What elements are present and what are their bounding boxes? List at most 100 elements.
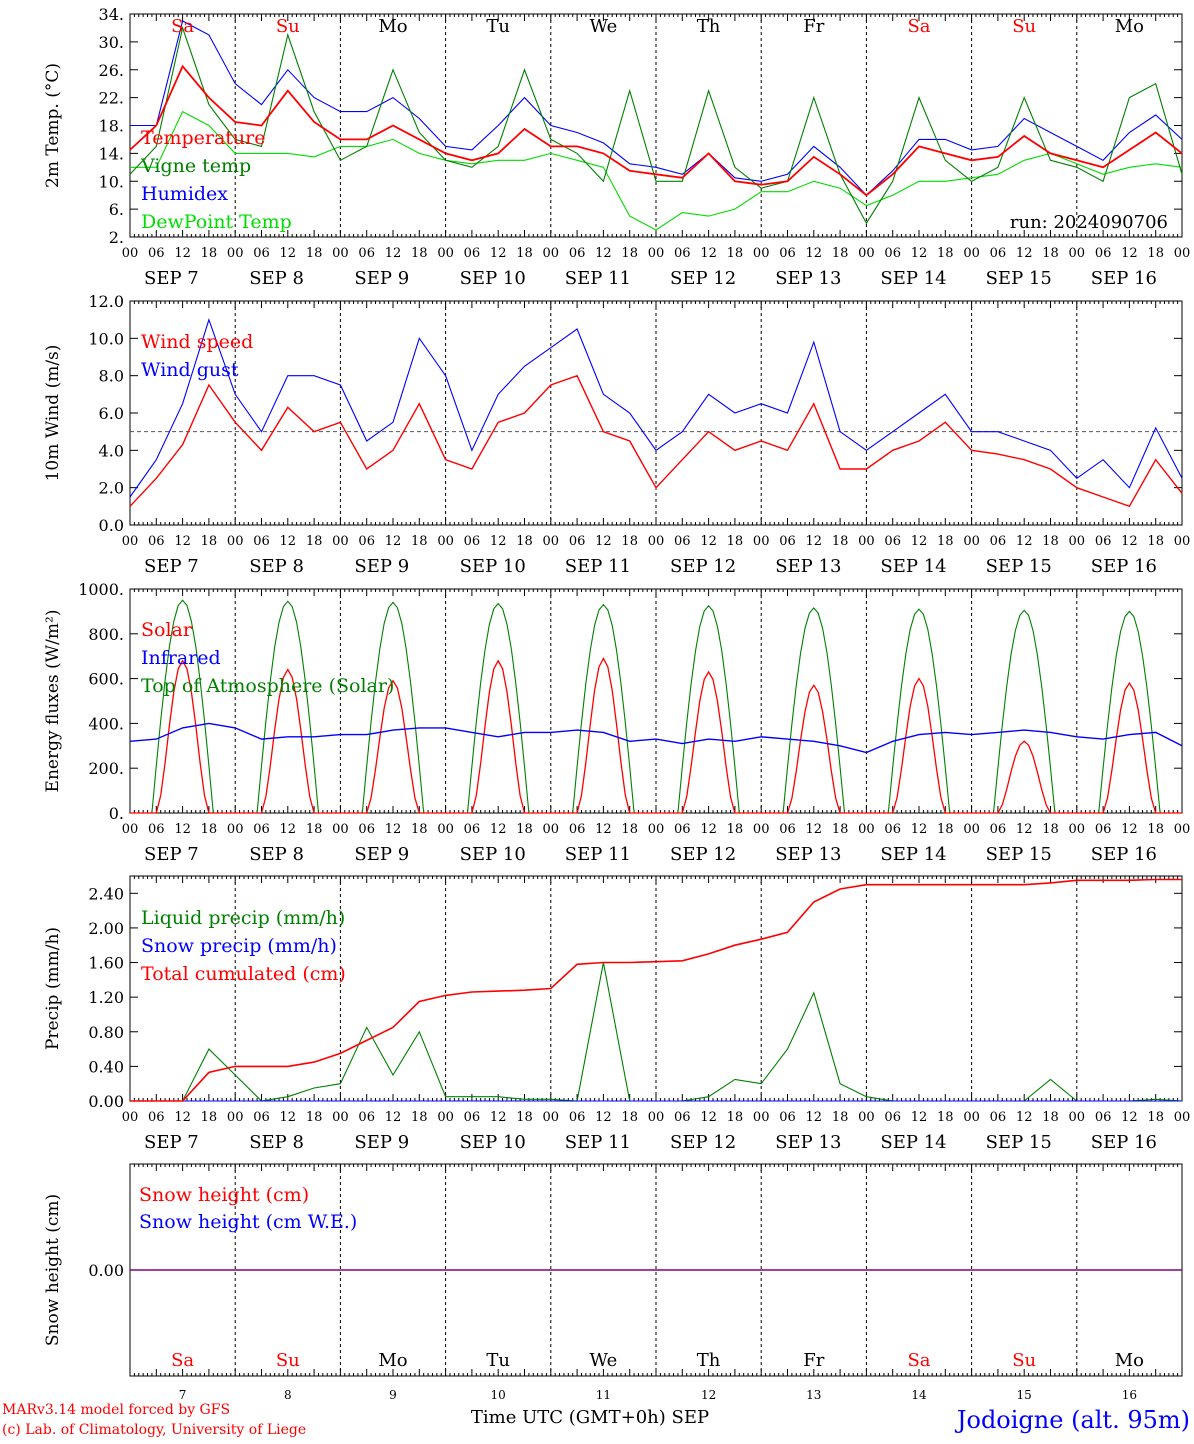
day-name: Su xyxy=(1012,1350,1036,1371)
date-label: SEP 11 xyxy=(565,268,631,289)
y-tick-label: 1.60 xyxy=(88,954,124,973)
hour-label: 12 xyxy=(700,822,717,837)
y-tick-label: 10. xyxy=(99,172,124,191)
hour-label: 00 xyxy=(1174,246,1191,261)
day-number: 12 xyxy=(701,1388,716,1402)
date-label: SEP 11 xyxy=(565,1132,631,1153)
hour-label: 12 xyxy=(806,1110,823,1125)
hour-label: 12 xyxy=(385,246,402,261)
hour-label: 18 xyxy=(306,1110,323,1125)
hour-label: 00 xyxy=(858,1110,875,1125)
y-tick-label: 30. xyxy=(99,33,124,52)
y-tick-label: 18. xyxy=(99,117,124,136)
hour-label: 18 xyxy=(621,822,638,837)
day-number: 10 xyxy=(491,1388,506,1402)
y-tick-label: 0.0 xyxy=(99,516,124,535)
y-tick-label: 10.0 xyxy=(88,329,124,348)
hour-label: 12 xyxy=(385,1110,402,1125)
hour-label: 00 xyxy=(963,534,980,549)
y-tick-label: 600. xyxy=(88,670,124,689)
date-label: SEP 13 xyxy=(775,556,841,577)
vigne-temp-line xyxy=(129,25,1183,225)
date-label: SEP 7 xyxy=(144,844,199,865)
y-axis-label: 10m Wind (m/s) xyxy=(43,345,63,482)
hour-label: 18 xyxy=(306,822,323,837)
hour-label: 00 xyxy=(1174,534,1191,549)
day-name: Sa xyxy=(171,1350,194,1371)
hour-label: 00 xyxy=(227,246,244,261)
hour-label: 06 xyxy=(358,822,375,837)
hour-label: 18 xyxy=(937,534,954,549)
date-label: SEP 9 xyxy=(354,1132,409,1153)
hour-label: 12 xyxy=(700,534,717,549)
day-number: 16 xyxy=(1122,1388,1137,1402)
hour-label: 06 xyxy=(464,246,481,261)
day-name: Th xyxy=(697,1350,721,1371)
date-label: SEP 11 xyxy=(565,556,631,577)
hour-label: 12 xyxy=(1121,246,1138,261)
date-label: SEP 15 xyxy=(986,1132,1052,1153)
hour-label: 18 xyxy=(937,822,954,837)
date-label: SEP 11 xyxy=(565,844,631,865)
day-name: Th xyxy=(697,16,721,37)
y-tick-label: 22. xyxy=(99,89,124,108)
hour-label: 18 xyxy=(621,246,638,261)
hour-label: 06 xyxy=(1095,1110,1112,1125)
hour-label: 00 xyxy=(648,822,665,837)
date-label: SEP 7 xyxy=(144,556,199,577)
date-label: SEP 9 xyxy=(354,268,409,289)
date-label: SEP 16 xyxy=(1091,268,1157,289)
hour-label: 18 xyxy=(621,534,638,549)
y-tick-label: 26. xyxy=(99,61,124,80)
hour-label: 06 xyxy=(253,1110,270,1125)
date-label: SEP 10 xyxy=(460,1132,526,1153)
hour-label: 00 xyxy=(1069,1110,1086,1125)
hour-label: 06 xyxy=(674,1110,691,1125)
y-tick-label: 1000. xyxy=(78,580,124,599)
date-label: SEP 16 xyxy=(1091,556,1157,577)
hour-label: 12 xyxy=(911,246,928,261)
hour-label: 06 xyxy=(1095,534,1112,549)
hour-label: 00 xyxy=(1174,822,1191,837)
hour-label: 18 xyxy=(1147,534,1164,549)
legend-entry: Snow height (cm W.E.) xyxy=(139,1211,357,1233)
day-number: 13 xyxy=(806,1388,821,1402)
y-tick-label: 12.0 xyxy=(88,292,124,311)
hour-label: 12 xyxy=(174,1110,191,1125)
hour-label: 00 xyxy=(753,1110,770,1125)
hour-label: 06 xyxy=(253,246,270,261)
legend-entry: Snow height (cm) xyxy=(139,1184,309,1206)
hour-label: 00 xyxy=(122,822,139,837)
hour-label: 00 xyxy=(227,534,244,549)
hour-label: 18 xyxy=(1042,534,1059,549)
hour-label: 18 xyxy=(727,534,744,549)
hour-label: 12 xyxy=(490,822,507,837)
hour-label: 18 xyxy=(832,822,849,837)
hour-label: 06 xyxy=(779,534,796,549)
hour-label: 00 xyxy=(963,822,980,837)
y-axis-label: Snow height (cm) xyxy=(43,1194,63,1346)
hour-label: 12 xyxy=(911,534,928,549)
infrared-line xyxy=(129,722,1183,754)
hour-label: 18 xyxy=(1147,822,1164,837)
hour-label: 12 xyxy=(1016,1110,1033,1125)
legend-entry: Solar xyxy=(141,619,193,641)
date-label: SEP 13 xyxy=(775,268,841,289)
day-name: Mo xyxy=(1115,1350,1144,1371)
hour-label: 12 xyxy=(280,534,297,549)
hour-label: 18 xyxy=(201,534,218,549)
date-label: SEP 12 xyxy=(670,844,736,865)
date-label: SEP 10 xyxy=(460,844,526,865)
y-tick-label: 14. xyxy=(99,144,124,163)
hour-label: 18 xyxy=(727,246,744,261)
hour-label: 18 xyxy=(201,1110,218,1125)
hour-label: 00 xyxy=(543,534,560,549)
panel-frame xyxy=(129,588,1183,814)
legend-entry: Humidex xyxy=(141,183,228,205)
y-tick-label: 0.80 xyxy=(88,1023,124,1042)
hour-label: 12 xyxy=(1121,534,1138,549)
date-label: SEP 13 xyxy=(775,844,841,865)
date-label: SEP 15 xyxy=(986,268,1052,289)
y-tick-label: 0.40 xyxy=(88,1057,124,1076)
